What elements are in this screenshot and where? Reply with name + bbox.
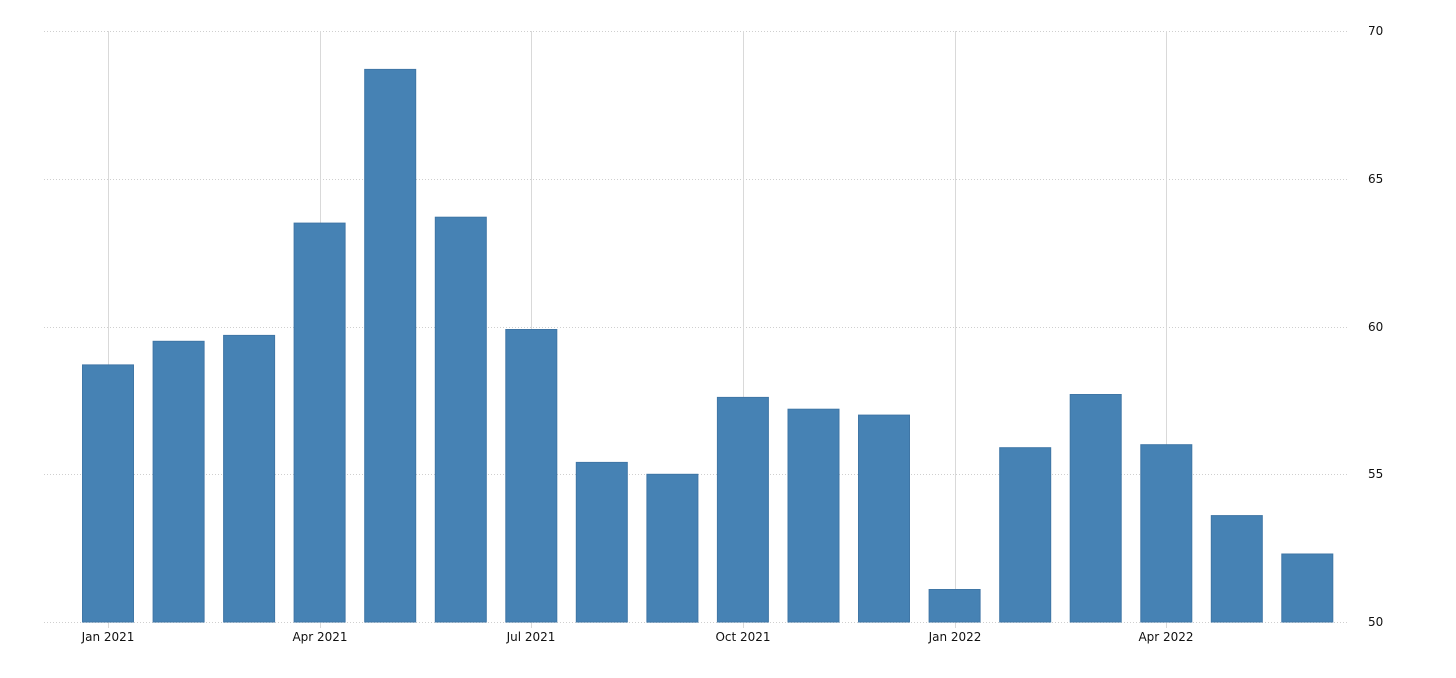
- y-tick-label: 50: [1368, 615, 1383, 629]
- x-axis-ticks: Jan 2021 Apr 2021 Jul 2021 Oct 2021 Jan 2022…: [81, 630, 1194, 644]
- bar-dec-2021[interactable]: [858, 414, 910, 623]
- x-tick-label: Apr 2021: [292, 630, 347, 644]
- y-axis-ticks: 50 55 60 65 70: [1368, 24, 1383, 629]
- y-tick-label: 70: [1368, 24, 1383, 38]
- x-tick-label: Apr 2022: [1138, 630, 1193, 644]
- x-tick-label: Oct 2021: [715, 630, 770, 644]
- bar-nov-2021[interactable]: [787, 408, 840, 623]
- bar-mar-2021[interactable]: [223, 334, 276, 623]
- bar-apr-2022[interactable]: [1140, 444, 1193, 623]
- bar-apr-2021[interactable]: [293, 222, 346, 623]
- y-tick-label: 55: [1368, 467, 1383, 481]
- y-tick-label: 60: [1368, 320, 1383, 334]
- bar-feb-2021[interactable]: [152, 340, 205, 623]
- bar-may-2021[interactable]: [364, 68, 417, 623]
- x-tick-label: Jan 2022: [928, 630, 982, 644]
- bar-mar-2022[interactable]: [1069, 394, 1122, 623]
- bar-oct-2021[interactable]: [716, 396, 769, 623]
- bar-jun-2021[interactable]: [434, 216, 487, 623]
- bars: [82, 68, 1334, 623]
- bar-jan-2021[interactable]: [82, 364, 134, 623]
- y-tick-label: 65: [1368, 172, 1383, 186]
- bar-jan-2022[interactable]: [928, 589, 981, 623]
- bar-jul-2021[interactable]: [505, 329, 558, 623]
- bar-aug-2021[interactable]: [575, 461, 628, 623]
- x-tick-label: Jan 2021: [81, 630, 135, 644]
- x-tick-label: Jul 2021: [506, 630, 556, 644]
- bar-jun-2022[interactable]: [1281, 553, 1334, 623]
- bar-may-2022[interactable]: [1210, 515, 1263, 623]
- bar-sep-2021[interactable]: [646, 473, 699, 623]
- bar-feb-2022[interactable]: [999, 447, 1052, 623]
